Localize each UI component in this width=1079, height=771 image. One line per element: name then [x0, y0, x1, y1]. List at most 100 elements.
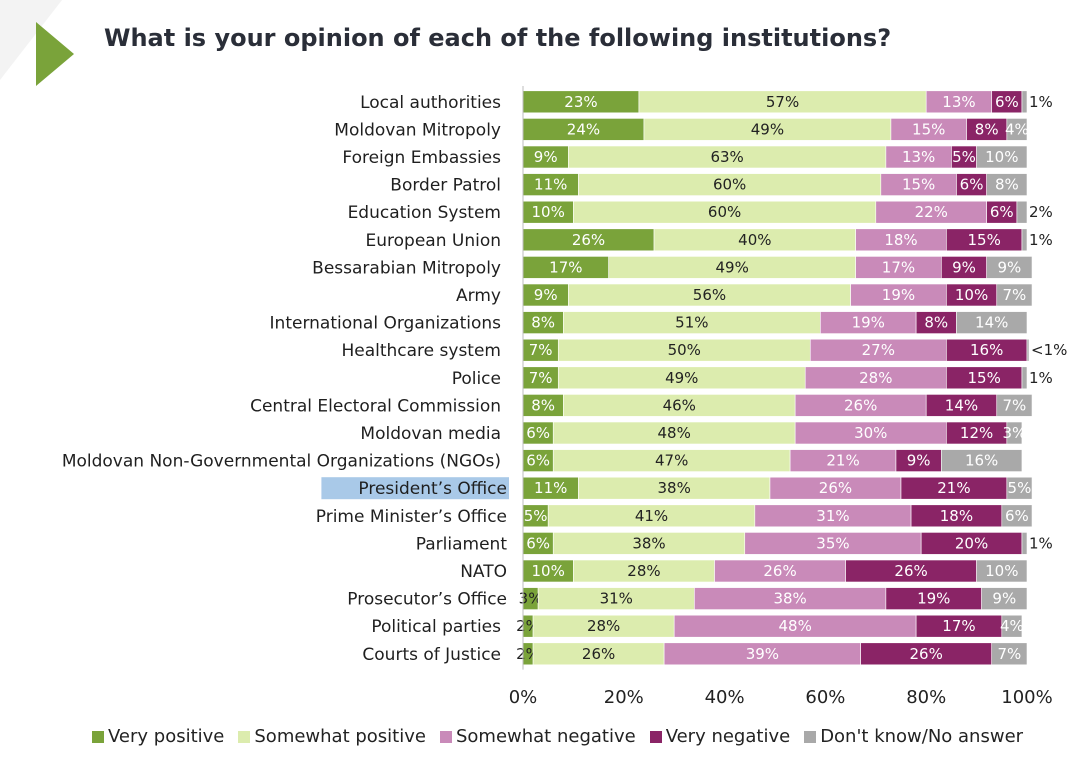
data-label: 49%	[751, 120, 784, 138]
bar-segment	[986, 173, 1028, 196]
data-label: 49%	[715, 258, 748, 276]
data-label: 8%	[531, 314, 555, 332]
data-label: 7%	[529, 341, 553, 359]
category-label: Bessarabian Mitropoly	[312, 258, 501, 278]
data-label: 60%	[708, 203, 741, 221]
legend-item: Very positive	[92, 726, 224, 747]
x-tick-label: 80%	[906, 687, 946, 708]
category-label: Police	[452, 369, 501, 389]
data-label: 5%	[1008, 479, 1032, 497]
bar-segment	[996, 394, 1033, 417]
legend-label: Somewhat positive	[254, 726, 426, 747]
data-label: 38%	[773, 590, 806, 608]
category-label: Prime Minister’s Office	[316, 507, 507, 527]
data-label: 26%	[844, 396, 877, 414]
data-label: 2%	[1029, 203, 1053, 221]
data-label: 26%	[763, 562, 796, 580]
category-label: Local authorities	[360, 93, 501, 113]
category-label: Army	[456, 286, 501, 306]
data-label: 10%	[532, 203, 565, 221]
data-label: 6%	[1005, 507, 1029, 525]
category-label: Healthcare system	[341, 341, 501, 361]
data-label: 14%	[975, 314, 1008, 332]
data-label: 51%	[675, 314, 708, 332]
legend-item: Somewhat negative	[439, 726, 636, 747]
data-label: 24%	[567, 120, 600, 138]
bar-segment	[1021, 90, 1028, 114]
data-label: 48%	[658, 424, 691, 442]
data-label: 9%	[534, 286, 558, 304]
data-label: 60%	[713, 176, 746, 194]
data-label: 10%	[985, 562, 1018, 580]
data-label: 9%	[997, 258, 1021, 276]
bar-segment	[981, 587, 1028, 610]
bar-segment	[1021, 228, 1028, 252]
data-label: 50%	[668, 341, 701, 359]
chart-legend: Very positive Somewhat positive Somewhat n…	[92, 726, 1023, 747]
data-label: 6%	[960, 176, 984, 194]
data-label: 26%	[582, 645, 615, 663]
category-label: Parliament	[416, 534, 508, 554]
data-label: 19%	[882, 286, 915, 304]
data-label: 38%	[632, 534, 665, 552]
data-label: 6%	[995, 93, 1019, 111]
data-label: 1%	[1029, 93, 1053, 111]
bar-segment	[1006, 118, 1028, 141]
category-label: International Organizations	[270, 314, 502, 334]
x-tick-label: 40%	[705, 687, 745, 708]
category-label: Education System	[348, 203, 501, 223]
data-label: 4%	[1005, 120, 1029, 138]
bar-segment	[1001, 504, 1033, 528]
data-label: 7%	[997, 645, 1021, 663]
data-label: 28%	[627, 562, 660, 580]
data-label: 40%	[738, 231, 771, 249]
data-label: 15%	[967, 369, 1000, 387]
data-label: 28%	[859, 369, 892, 387]
data-label: 7%	[1003, 286, 1027, 304]
data-label: 7%	[529, 369, 553, 387]
data-label: 11%	[534, 479, 567, 497]
data-label: 17%	[549, 258, 582, 276]
data-label: 10%	[532, 562, 565, 580]
data-label: 6%	[526, 534, 550, 552]
category-label: Prosecutor’s Office	[347, 590, 507, 610]
bar-segment	[1021, 366, 1028, 390]
data-label: 47%	[655, 452, 688, 470]
data-label: 26%	[572, 231, 605, 249]
category-label: Foreign Embassies	[342, 148, 501, 168]
data-label: 63%	[710, 148, 743, 166]
legend-label: Very negative	[665, 726, 791, 747]
data-label: 1%	[1029, 369, 1053, 387]
data-label: 14%	[945, 396, 978, 414]
data-label: 18%	[884, 231, 917, 249]
data-label: 15%	[902, 176, 935, 194]
data-label: 48%	[778, 617, 811, 635]
page-title: What is your opinion of each of the foll…	[104, 24, 892, 52]
triangle-icon	[36, 22, 74, 86]
data-label: 9%	[534, 148, 558, 166]
data-label: 6%	[526, 452, 550, 470]
data-label: 11%	[534, 176, 567, 194]
x-tick-label: 60%	[805, 687, 845, 708]
data-label: 18%	[940, 507, 973, 525]
data-label: 26%	[910, 645, 943, 663]
category-label: Moldovan Non-Governmental Organizations …	[62, 452, 501, 472]
data-label: 49%	[665, 369, 698, 387]
data-label: <1%	[1031, 341, 1067, 359]
legend-swatch	[439, 730, 452, 743]
category-label: European Union	[366, 231, 502, 251]
data-label: 22%	[915, 203, 948, 221]
category-label: Central Electoral Commission	[250, 396, 501, 416]
data-label: 20%	[955, 534, 988, 552]
category-label: NATO	[460, 562, 507, 582]
data-label: 21%	[937, 479, 970, 497]
data-label: 10%	[985, 148, 1018, 166]
data-label: 3%	[519, 590, 543, 608]
data-label: 8%	[995, 176, 1019, 194]
legend-swatch	[238, 730, 251, 743]
bar-segment	[1006, 421, 1023, 445]
data-label: 3%	[1003, 424, 1027, 442]
data-label: 26%	[894, 562, 927, 580]
bar-segment	[1021, 532, 1028, 555]
corner-decoration	[0, 0, 74, 86]
